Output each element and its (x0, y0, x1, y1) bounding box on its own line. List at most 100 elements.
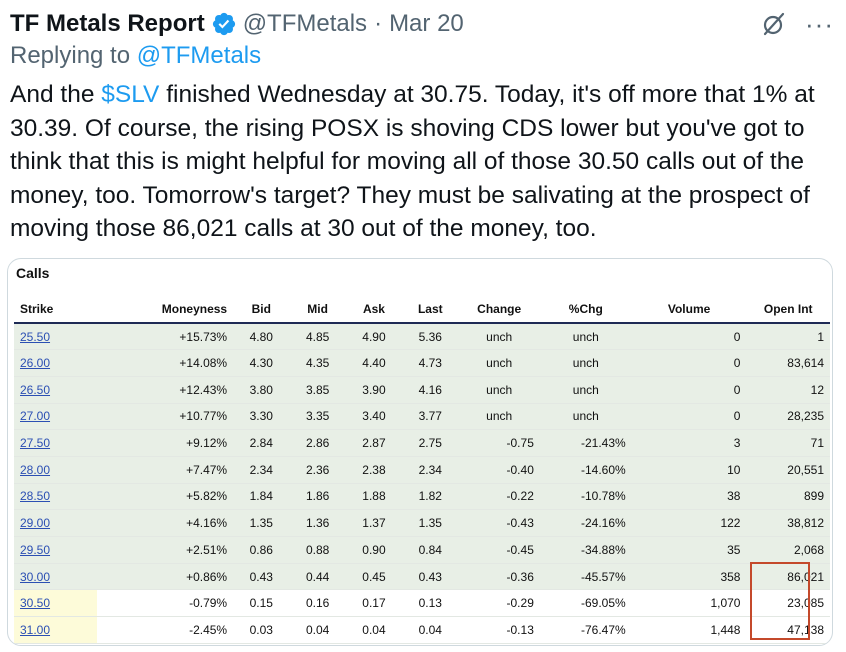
pct-change-cell: unch (539, 403, 632, 431)
last-cell: 0.04 (402, 616, 459, 644)
table-row: 30.50 -0.79% 0.15 0.16 0.17 0.13 -0.29 -69.05% 1… (14, 589, 830, 618)
volume-cell: 10 (631, 456, 747, 484)
last-cell: 0.43 (402, 563, 459, 591)
moneyness-cell: -2.45% (97, 616, 234, 644)
grok-icon[interactable] (761, 11, 787, 37)
col-header-pct-change: %Chg (539, 295, 632, 324)
ask-cell: 0.04 (345, 616, 403, 644)
change-cell: -0.22 (458, 483, 540, 511)
moneyness-cell: +4.16% (97, 509, 234, 537)
strike-link[interactable]: 26.00 (20, 356, 51, 371)
strike-link[interactable]: 28.50 (20, 489, 51, 504)
bid-cell: 0.03 (233, 616, 290, 644)
ask-cell: 3.90 (345, 376, 403, 404)
change-cell: unch (458, 376, 540, 404)
strike-link[interactable]: 26.50 (20, 382, 51, 397)
moneyness-cell: +5.82% (97, 483, 234, 511)
cashtag-link[interactable]: $SLV (101, 81, 160, 108)
verified-badge-icon (211, 11, 237, 37)
table-row: 27.00 +10.77% 3.30 3.35 3.40 3.77 unch unch 0 28,… (14, 403, 830, 431)
pct-change-cell: -34.88% (539, 536, 632, 564)
bid-cell: 0.86 (233, 536, 290, 564)
strike-link[interactable]: 25.50 (20, 329, 51, 344)
table-row: 28.00 +7.47% 2.34 2.36 2.38 2.34 -0.40 -14.60% 1… (14, 456, 830, 484)
ask-cell: 0.45 (345, 563, 403, 591)
pct-change-cell: -76.47% (539, 616, 632, 644)
strike-cell: 28.00 (14, 456, 98, 484)
mid-cell: 3.35 (289, 403, 346, 431)
mid-cell: 0.04 (289, 616, 346, 644)
table-row: 29.50 +2.51% 0.86 0.88 0.90 0.84 -0.45 -34.88% 3… (14, 536, 830, 564)
change-cell: unch (458, 349, 540, 377)
open-interest-cell: 38,812 (746, 509, 830, 537)
more-options-icon[interactable]: ··· (805, 9, 834, 39)
col-header-bid: Bid (233, 295, 290, 324)
last-cell: 3.77 (402, 403, 459, 431)
bid-cell: 1.84 (233, 483, 290, 511)
change-cell: -0.36 (458, 563, 540, 591)
volume-cell: 35 (631, 536, 747, 564)
moneyness-cell: +7.47% (97, 456, 234, 484)
col-header-strike: Strike (14, 295, 98, 324)
strike-link[interactable]: 28.00 (20, 462, 51, 477)
last-cell: 4.73 (402, 349, 459, 377)
strike-cell: 29.00 (14, 509, 98, 537)
replying-handle-link[interactable]: @TFMetals (136, 42, 262, 69)
col-header-last: Last (402, 295, 459, 324)
open-interest-cell: 83,614 (746, 349, 830, 377)
open-interest-cell: 47,138 (746, 616, 830, 644)
moneyness-cell: +14.08% (97, 349, 234, 377)
change-cell: unch (458, 403, 540, 431)
ask-cell: 0.90 (345, 536, 403, 564)
strike-cell: 26.50 (14, 376, 98, 404)
bid-cell: 0.43 (233, 563, 290, 591)
tweet-text-before: And the (10, 81, 102, 108)
tweet-date[interactable]: Mar 20 (389, 10, 464, 37)
volume-cell: 0 (631, 323, 747, 351)
volume-cell: 3 (631, 429, 747, 457)
strike-cell: 29.50 (14, 536, 98, 564)
pct-change-cell: -10.78% (539, 483, 632, 511)
strike-link[interactable]: 29.00 (20, 516, 51, 531)
author-name[interactable]: TF Metals Report (10, 10, 205, 37)
moneyness-cell: +15.73% (97, 323, 234, 351)
strike-link[interactable]: 29.50 (20, 542, 51, 557)
pct-change-cell: -14.60% (539, 456, 632, 484)
open-interest-cell: 23,085 (746, 589, 830, 618)
mid-cell: 1.86 (289, 483, 346, 511)
strike-link[interactable]: 27.50 (20, 436, 51, 451)
bid-cell: 2.34 (233, 456, 290, 484)
attached-image-card[interactable]: Calls Strike Moneyness Bid Mid Ask Last … (7, 258, 833, 646)
tweet-text: And the $SLV finished Wednesday at 30.75… (10, 78, 830, 246)
open-interest-cell: 71 (746, 429, 830, 457)
pct-change-cell: -24.16% (539, 509, 632, 537)
moneyness-cell: +10.77% (97, 403, 234, 431)
bid-cell: 4.80 (233, 323, 290, 351)
mid-cell: 0.16 (289, 589, 346, 618)
calls-options-table: Strike Moneyness Bid Mid Ask Last Change… (14, 295, 830, 644)
volume-cell: 122 (631, 509, 747, 537)
col-header-open-interest: Open Int (746, 295, 830, 324)
volume-cell: 1,448 (631, 616, 747, 644)
separator-dot: · (374, 10, 383, 37)
strike-link[interactable]: 27.00 (20, 409, 51, 424)
strike-link[interactable]: 30.00 (20, 569, 51, 584)
ask-cell: 4.90 (345, 323, 403, 351)
ask-cell: 1.37 (345, 509, 403, 537)
volume-cell: 0 (631, 349, 747, 377)
moneyness-cell: -0.79% (97, 589, 234, 618)
ask-cell: 1.88 (345, 483, 403, 511)
pct-change-cell: -69.05% (539, 589, 632, 618)
mid-cell: 0.44 (289, 563, 346, 591)
pct-change-cell: unch (539, 323, 632, 351)
strike-link[interactable]: 31.00 (20, 622, 51, 637)
strike-cell: 25.50 (14, 323, 98, 351)
volume-cell: 38 (631, 483, 747, 511)
table-row: 25.50 +15.73% 4.80 4.85 4.90 5.36 unch unch 0 1 (14, 323, 830, 351)
bid-cell: 3.30 (233, 403, 290, 431)
strike-link[interactable]: 30.50 (20, 596, 51, 611)
replying-to: Replying to @TFMetals (10, 42, 261, 70)
col-header-ask: Ask (345, 295, 403, 324)
change-cell: -0.45 (458, 536, 540, 564)
author-handle[interactable]: @TFMetals (242, 10, 368, 37)
